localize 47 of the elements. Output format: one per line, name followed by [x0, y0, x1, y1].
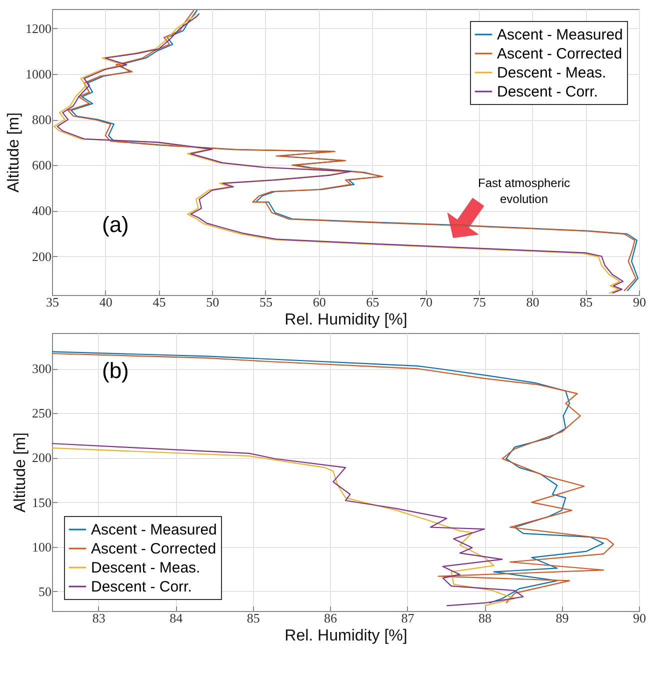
legend-label: Ascent - Corrected — [91, 540, 216, 558]
x-tick-label: 84 — [170, 610, 184, 626]
x-tick-label: 50 — [206, 294, 220, 310]
y-tick-label: 300 — [32, 361, 52, 376]
legend-label: Ascent - Measured — [91, 522, 217, 538]
x-tick-label: 90 — [633, 294, 646, 310]
y-axis-title: Altitude [m] — [12, 432, 29, 513]
y-tick-label: 1000 — [26, 66, 52, 82]
y-tick-label: 1200 — [26, 20, 52, 36]
x-tick-label: 87 — [401, 610, 415, 626]
x-tick-label: 83 — [92, 610, 106, 626]
x-tick-label: 35 — [46, 294, 59, 310]
x-tick-label: 88 — [478, 610, 492, 626]
y-tick-label: 250 — [32, 406, 52, 421]
x-tick-label: 86 — [324, 610, 338, 626]
y-tick-label: 200 — [32, 450, 52, 466]
x-axis-title: Rel. Humidity [%] — [284, 628, 408, 644]
legend-label: Descent - Corr. — [497, 84, 598, 100]
x-tick-label: 65 — [366, 294, 380, 310]
x-tick-label: 80 — [526, 294, 540, 310]
annotation: Fast atmospheric evolution — [478, 176, 570, 206]
annotation: (a) — [102, 212, 129, 237]
x-tick-label: 45 — [152, 294, 166, 310]
y-tick-label: 150 — [32, 494, 52, 510]
legend-label: Ascent - Measured — [497, 26, 623, 44]
y-tick-label: 600 — [32, 158, 52, 173]
x-tick-label: 70 — [420, 294, 433, 310]
annotation: (b) — [102, 358, 129, 383]
x-tick-label: 60 — [312, 294, 326, 310]
x-tick-label: 90 — [633, 610, 646, 626]
y-tick-label: 50 — [38, 584, 52, 599]
x-tick-label: 85 — [580, 294, 593, 310]
x-tick-label: 85 — [246, 610, 260, 626]
x-tick-label: 40 — [99, 294, 112, 310]
y-tick-label: 100 — [32, 539, 52, 554]
x-axis-title: Rel. Humidity [%] — [284, 312, 408, 328]
x-tick-label: 89 — [556, 610, 569, 626]
y-tick-label: 800 — [32, 112, 52, 128]
legend-label: Ascent - Corrected — [497, 46, 622, 62]
legend-label: Descent - Corr. — [91, 578, 192, 596]
y-tick-label: 200 — [32, 248, 52, 264]
x-tick-label: 55 — [259, 294, 272, 310]
legend-label: Descent - Meas. — [497, 64, 606, 82]
y-axis-title: Altitude [m] — [6, 112, 22, 193]
y-tick-label: 400 — [32, 203, 52, 218]
legend-label: Descent - Meas. — [91, 560, 200, 576]
x-tick-label: 75 — [472, 294, 486, 310]
